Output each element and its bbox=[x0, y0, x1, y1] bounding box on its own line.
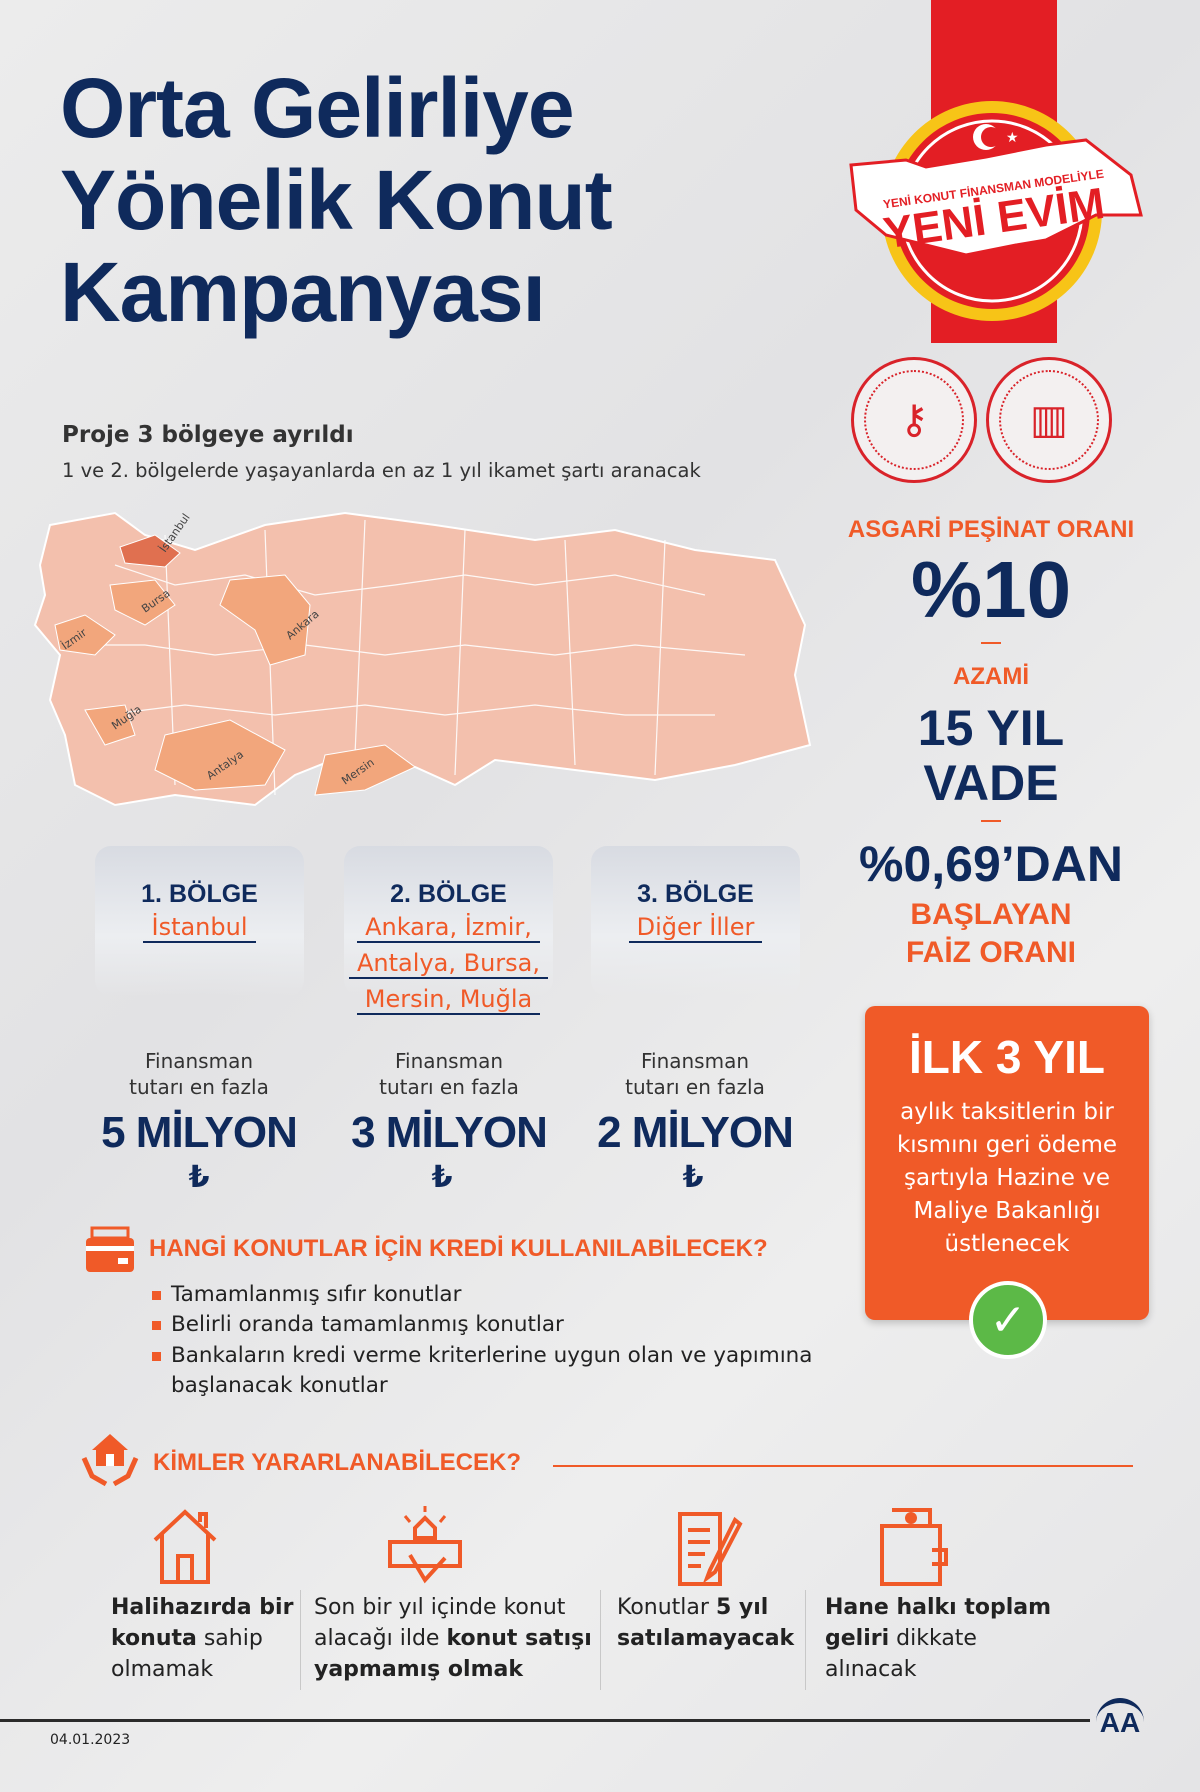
date: 04.01.2023 bbox=[50, 1732, 131, 1748]
pesinat-label: ASGARİ PEŞİNAT ORANI bbox=[847, 516, 1135, 543]
faiz-label: FAİZ ORANI bbox=[906, 936, 1076, 969]
kimler-heading: KİMLER YARARLANABİLECEK? bbox=[153, 1449, 522, 1476]
ilk-text: aylık taksitlerin bir kısmını geri ödeme… bbox=[896, 1099, 1118, 1257]
divider bbox=[981, 820, 1001, 822]
divider bbox=[600, 1590, 601, 1690]
finansman-label: Finansman tutarı en fazla bbox=[379, 1049, 519, 1099]
lira-icon: ₺ bbox=[431, 1160, 453, 1195]
building-emblem-icon: ▥ bbox=[999, 370, 1099, 470]
finansman-label: Finansman tutarı en fazla bbox=[625, 1049, 765, 1099]
wallet-icon bbox=[880, 1508, 948, 1586]
region-cities: Antalya, Bursa, bbox=[349, 949, 548, 979]
criteria-4: Hane halkı toplam geliri dikkate alınaca… bbox=[825, 1595, 1052, 1682]
footer-line bbox=[0, 1719, 1090, 1722]
divider bbox=[981, 642, 1001, 644]
yeni-evim-stamp-logo: ★ YENİ KONUT FİNANSMAN MODELİYLE YENİ EV… bbox=[849, 101, 1143, 321]
criteria-3: Konutlar 5 yıl satılamayacak bbox=[617, 1595, 795, 1651]
amount-value: 3 MİLYON bbox=[351, 1108, 548, 1157]
zone-1-istanbul bbox=[119, 534, 181, 568]
divider bbox=[553, 1465, 1133, 1467]
divider bbox=[300, 1590, 301, 1690]
zone-2-izmir bbox=[54, 614, 116, 656]
section-subtitle: Proje 3 bölgeye ayrıldı bbox=[62, 422, 354, 448]
title-line: Yönelik Konut bbox=[60, 153, 613, 247]
ministry-seal-2: ▥ bbox=[986, 357, 1112, 483]
zone-2-ankara bbox=[219, 574, 311, 666]
handshake-icon bbox=[388, 1506, 462, 1584]
amount-value: 2 MİLYON bbox=[597, 1108, 794, 1157]
region-cities: Diğer İller bbox=[628, 913, 763, 943]
page-title: Orta Gelirliye Yönelik Konut Kampanyası bbox=[60, 61, 613, 339]
region-name: 1. BÖLGE bbox=[141, 880, 258, 908]
credit-card-icon bbox=[86, 1226, 134, 1272]
amount-value: 5 MİLYON bbox=[101, 1108, 298, 1157]
region-name: 3. BÖLGE bbox=[637, 880, 754, 908]
finansman-label: Finansman tutarı en fazla bbox=[129, 1049, 269, 1099]
turkey-region-map: İstanbul Bursa Ankara İzmir Muğla Antaly… bbox=[33, 511, 812, 807]
checkmark-icon: ✓ bbox=[969, 1281, 1047, 1359]
aa-logo: AA bbox=[1096, 1698, 1144, 1742]
contract-pen-icon bbox=[678, 1512, 743, 1586]
vade-label: VADE bbox=[923, 755, 1059, 811]
list-item: Bankaların kredi verme kriterlerine uygu… bbox=[152, 1341, 812, 1371]
title-line: Kampanyası bbox=[60, 245, 546, 339]
list-item: Tamamlanmış sıfır konutlar bbox=[152, 1280, 461, 1310]
divider bbox=[805, 1590, 806, 1690]
azami-label: AZAMİ bbox=[953, 663, 1029, 690]
region-card-3: 3. BÖLGE Diğer İller bbox=[591, 846, 800, 996]
house-icon bbox=[153, 1509, 217, 1584]
zone-2-mugla bbox=[84, 704, 136, 746]
vade-value: 15 YIL bbox=[917, 700, 1065, 756]
hands-house-icon bbox=[81, 1434, 139, 1487]
list-item: Belirli oranda tamamlanmış konutlar bbox=[152, 1310, 564, 1340]
faiz-label: BAŞLAYAN bbox=[910, 898, 1072, 931]
ilk-heading: İLK 3 YIL bbox=[909, 1031, 1105, 1083]
region-card-1: 1. BÖLGE İstanbul bbox=[95, 846, 304, 996]
region-card-2: 2. BÖLGE Ankara, İzmir, Antalya, Bursa, … bbox=[344, 846, 553, 1015]
hangi-heading: HANGİ KONUTLAR İÇİN KREDİ KULLANILABİLEC… bbox=[149, 1235, 768, 1262]
faiz-value: %0,69’DAN bbox=[859, 836, 1123, 892]
ministry-seal-1: ⚷ bbox=[851, 357, 977, 483]
criteria-1: Halihazırda bir konuta sahip olmamak bbox=[111, 1595, 294, 1682]
lira-icon: ₺ bbox=[188, 1160, 210, 1195]
keys-emblem-icon: ⚷ bbox=[864, 370, 964, 470]
pesinat-value: %10 bbox=[910, 545, 1072, 634]
region-cities: İstanbul bbox=[143, 913, 256, 943]
ilk-3-yil-box: İLK 3 YIL aylık taksitlerin bir kısmını … bbox=[865, 1006, 1149, 1320]
region-name: 2. BÖLGE bbox=[390, 880, 507, 908]
criteria-2: Son bir yıl içinde konut alacağı ilde ko… bbox=[314, 1595, 592, 1682]
zone-2-mersin bbox=[314, 744, 416, 796]
zone-2-antalya bbox=[154, 719, 286, 791]
list-item: başlanacak konutlar bbox=[171, 1373, 388, 1398]
zone-2-bursa bbox=[109, 579, 176, 626]
svg-text:★: ★ bbox=[1006, 130, 1019, 146]
region-cities: Mersin, Muğla bbox=[356, 985, 541, 1015]
lira-icon: ₺ bbox=[682, 1160, 704, 1195]
section-note: 1 ve 2. bölgelerde yaşayanlarda en az 1 … bbox=[62, 459, 701, 482]
title-line: Orta Gelirliye bbox=[60, 61, 575, 155]
region-cities: Ankara, İzmir, bbox=[357, 913, 540, 943]
